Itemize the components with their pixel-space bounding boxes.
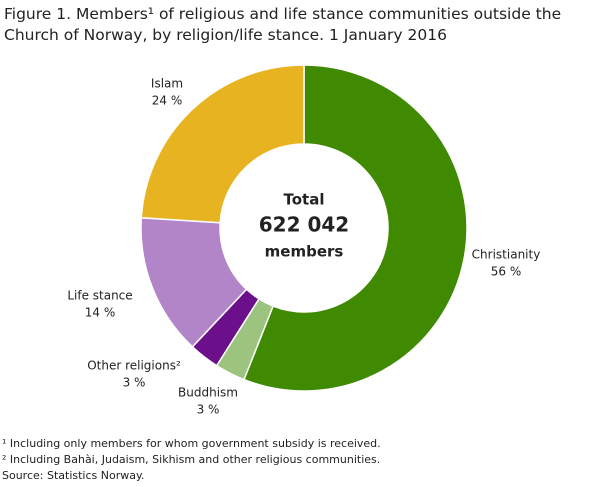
slice-label: Buddhism	[178, 386, 238, 400]
value-label: 3 %	[197, 403, 220, 417]
value-label: 3 %	[123, 376, 146, 390]
slice-label: Life stance	[67, 289, 132, 303]
notes: ¹ Including only members for whom govern…	[2, 436, 381, 484]
center-text: 622 042	[259, 213, 349, 237]
slice-label: Islam	[151, 77, 183, 91]
slice	[140, 64, 305, 224]
footnote: ¹ Including only members for whom govern…	[2, 437, 381, 450]
value-label: 56 %	[491, 265, 522, 279]
source: Source: Statistics Norway.	[2, 469, 145, 482]
slice	[243, 64, 468, 392]
slice-label: Christianity	[472, 248, 541, 262]
footnote: ² Including Bahài, Judaism, Sikhism and …	[2, 453, 381, 466]
value-label: 24 %	[152, 94, 183, 108]
chart-title: Figure 1. Members¹ of religious and life…	[4, 5, 562, 44]
slice-label: Other religions²	[87, 359, 181, 373]
center-text: Total	[284, 191, 325, 209]
value-label: 14 %	[85, 306, 116, 320]
center-text: members	[265, 243, 344, 261]
